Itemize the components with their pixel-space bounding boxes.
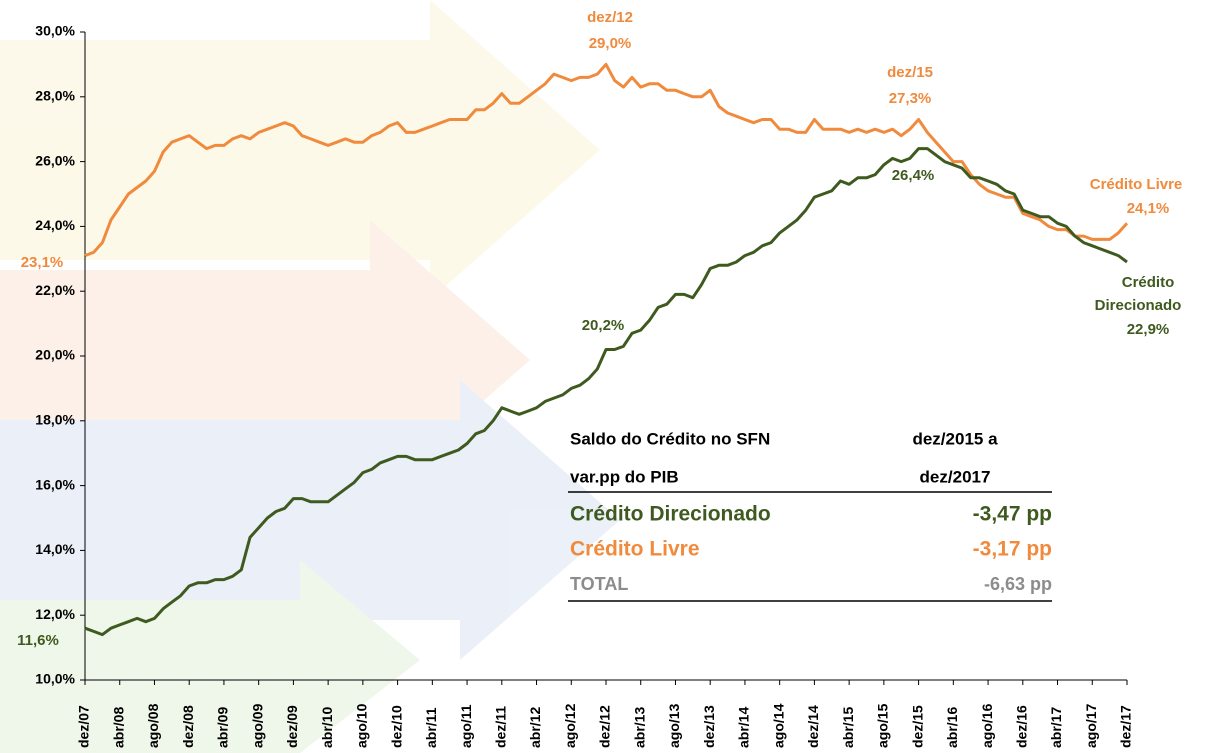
annotation: 29,0% — [589, 35, 632, 52]
x-tick-label: abr/14 — [736, 707, 752, 748]
x-tick-label: dez/08 — [180, 705, 196, 748]
x-tick-label: dez/16 — [1014, 705, 1030, 748]
annotation: dez/12 — [587, 9, 633, 26]
x-tick-label: ago/08 — [145, 703, 161, 748]
table-cell: -6,63 pp — [984, 574, 1052, 594]
table-cell: Crédito Livre — [570, 538, 700, 561]
annotation: 22,9% — [1127, 321, 1170, 338]
x-tick-label: ago/16 — [979, 703, 995, 748]
x-tick-label: abr/10 — [319, 707, 335, 748]
x-tick-label: dez/11 — [493, 706, 509, 748]
x-tick-label: abr/09 — [215, 707, 231, 748]
annotation: 24,1% — [1127, 200, 1170, 217]
table-cell: -3,17 pp — [973, 538, 1052, 561]
table-cell: -3,47 pp — [973, 503, 1052, 526]
y-tick-label: 20,0% — [35, 347, 75, 363]
x-tick-label: dez/17 — [1118, 705, 1134, 748]
x-tick-label: dez/15 — [909, 705, 925, 748]
table-cell: TOTAL — [570, 574, 628, 594]
y-tick-label: 12,0% — [35, 606, 75, 622]
x-tick-label: abr/12 — [527, 707, 543, 748]
x-tick-label: abr/08 — [110, 707, 126, 748]
x-tick-label: abr/16 — [944, 707, 960, 748]
annotation: Crédito Livre — [1090, 176, 1183, 193]
table-header: dez/2017 — [920, 467, 991, 486]
x-tick-label: ago/12 — [562, 703, 578, 748]
x-tick-label: ago/14 — [770, 703, 786, 748]
table-header: dez/2015 a — [912, 429, 998, 448]
annotation: 11,6% — [17, 632, 59, 649]
x-tick-label: abr/15 — [840, 707, 856, 748]
x-tick-label: dez/09 — [284, 705, 300, 748]
x-tick-label: abr/11 — [423, 707, 439, 748]
x-tick-label: dez/13 — [701, 705, 717, 748]
x-tick-label: abr/13 — [631, 707, 647, 748]
x-tick-label: ago/09 — [249, 703, 265, 748]
background-arrows — [0, 0, 620, 753]
x-tick-label: ago/10 — [354, 703, 370, 748]
x-tick-label: ago/13 — [666, 703, 682, 748]
y-tick-label: 10,0% — [35, 671, 75, 687]
x-tick-label: ago/15 — [875, 703, 891, 748]
annotation: 27,3% — [889, 90, 932, 107]
annotation: 20,2% — [582, 317, 625, 334]
y-tick-label: 26,0% — [35, 152, 75, 168]
x-tick-label: dez/14 — [805, 705, 821, 748]
x-tick-label: dez/12 — [597, 705, 613, 748]
x-tick-label: ago/11 — [458, 704, 474, 748]
y-tick-label: 18,0% — [35, 412, 75, 428]
x-tick-label: abr/17 — [1048, 707, 1064, 748]
y-tick-label: 24,0% — [35, 217, 75, 233]
y-tick-label: 22,0% — [35, 282, 75, 298]
table-cell: Crédito Direcionado — [570, 503, 771, 526]
y-tick-label: 14,0% — [35, 541, 75, 557]
annotation: 26,4% — [892, 167, 935, 184]
x-tick-label: dez/07 — [76, 705, 92, 748]
x-tick-label: dez/10 — [388, 705, 404, 748]
annotation: 23,1% — [21, 254, 64, 271]
table-header: var.pp do PIB — [570, 467, 679, 486]
y-tick-label: 16,0% — [35, 476, 75, 492]
annotation: Crédito — [1122, 274, 1175, 291]
annotation: dez/15 — [887, 64, 933, 81]
annotation: Direcionado — [1095, 297, 1182, 314]
table-header: Saldo do Crédito no SFN — [570, 429, 770, 448]
x-tick-label: ago/17 — [1083, 703, 1099, 748]
y-tick-label: 30,0% — [35, 23, 75, 39]
y-tick-label: 28,0% — [35, 88, 75, 104]
chart: 10,0% 12,0% 14,0% 16,0% 18,0% 20,0% 22,0% 24,0%… — [0, 0, 1205, 753]
